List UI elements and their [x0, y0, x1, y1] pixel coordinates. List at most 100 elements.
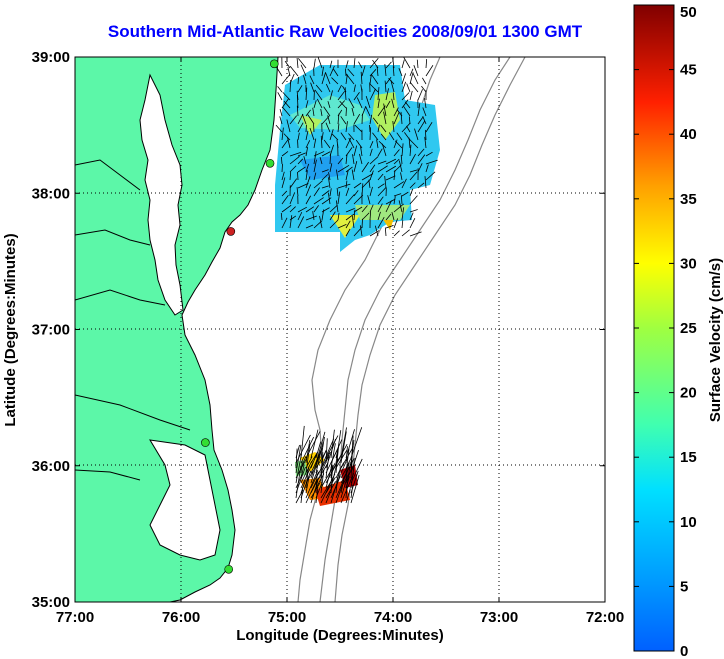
- velocity-arrow: [281, 127, 284, 141]
- velocity-arrow: [289, 192, 296, 205]
- velocity-arrow: [329, 65, 335, 77]
- velocity-arrow: [305, 440, 311, 464]
- velocity-arrow: [385, 213, 392, 221]
- velocity-arrow: [317, 57, 323, 69]
- velocity-arrow: [330, 429, 335, 459]
- velocity-arrow: [383, 111, 387, 125]
- velocity-arrow: [331, 77, 339, 85]
- velocity-arrow: [354, 124, 363, 133]
- velocity-arrow: [417, 182, 425, 189]
- velocity-arrow: [377, 87, 380, 101]
- velocity-arrow: [377, 98, 380, 109]
- velocity-arrow: [289, 178, 298, 189]
- velocity-arrow: [313, 187, 320, 197]
- velocity-arrow: [321, 209, 325, 221]
- velocity-arrow: [327, 101, 331, 109]
- velocity-arrow: [345, 68, 347, 77]
- velocity-arrow: [345, 187, 350, 197]
- velocity-arrow: [337, 164, 350, 173]
- velocity-arrow: [398, 68, 403, 77]
- velocity-arrow: [409, 209, 418, 213]
- velocity-arrow: [289, 151, 302, 157]
- velocity-arrow: [417, 103, 421, 117]
- velocity-arrow: [296, 57, 299, 69]
- velocity-arrow: [305, 163, 310, 173]
- velocity-arrow: [393, 170, 396, 181]
- velocity-arrow: [400, 172, 403, 181]
- velocity-arrow: [297, 122, 304, 133]
- velocity-arrow: [312, 107, 315, 117]
- velocity-arrow: [345, 73, 355, 85]
- velocity-arrow: [345, 208, 355, 213]
- velocity-arrow: [409, 212, 414, 221]
- velocity-arrow: [315, 84, 323, 93]
- velocity-arrow: [305, 109, 311, 117]
- velocity-arrow: [388, 132, 395, 141]
- velocity-arrow: [281, 217, 288, 229]
- velocity-arrow: [350, 427, 363, 459]
- velocity-arrow: [425, 159, 438, 165]
- y-axis-label: Latitude (Degrees:Minutes): [2, 233, 19, 426]
- velocity-arrow: [330, 443, 336, 469]
- velocity-arrow: [300, 486, 304, 504]
- velocity-arrow: [425, 171, 436, 181]
- velocity-arrow: [345, 228, 351, 237]
- velocity-arrow: [300, 436, 315, 464]
- y-tick-label: 35:00: [32, 594, 70, 611]
- velocity-arrow: [401, 191, 409, 197]
- velocity-arrow: [345, 446, 348, 464]
- velocity-arrow: [425, 59, 428, 69]
- velocity-arrow: [345, 213, 355, 221]
- velocity-arrow: [282, 107, 291, 117]
- velocity-arrow: [425, 65, 434, 77]
- velocity-arrow: [348, 133, 355, 141]
- map-title: Southern Mid-Atlantic Raw Velocities 200…: [107, 22, 583, 41]
- velocity-arrow: [345, 194, 355, 205]
- velocity-arrow: [305, 444, 311, 474]
- velocity-arrow: [401, 207, 405, 221]
- velocity-arrow: [409, 218, 416, 229]
- velocity-arrow: [328, 172, 331, 181]
- colorbar-tick-label: 30: [680, 255, 697, 272]
- velocity-arrow: [335, 487, 342, 504]
- velocity-arrow: [283, 133, 291, 141]
- colorbar-tick-label: 35: [680, 191, 697, 208]
- velocity-arrow: [353, 190, 359, 197]
- velocity-arrow: [310, 482, 321, 499]
- velocity-arrow: [320, 456, 329, 474]
- velocity-arrow: [309, 127, 315, 141]
- pamlico-sound: [149, 439, 221, 561]
- velocity-arrow: [377, 203, 383, 213]
- velocity-arrow: [400, 111, 403, 125]
- velocity-arrow: [281, 138, 289, 149]
- velocity-arrow: [406, 125, 411, 133]
- velocity-arrow: [424, 98, 427, 109]
- velocity-arrow: [400, 155, 403, 165]
- velocity-arrow: [310, 429, 319, 459]
- velocity-arrow: [320, 473, 336, 504]
- velocity-arrow: [361, 212, 370, 221]
- velocity-arrow: [385, 61, 392, 69]
- velocity-arrow: [384, 80, 387, 93]
- velocity-arrow: [289, 80, 292, 93]
- velocity-arrow: [392, 66, 395, 77]
- velocity-arrow: [287, 136, 291, 149]
- velocity-arrow: [409, 195, 418, 205]
- velocity-arrow: [365, 96, 371, 109]
- velocity-arrow: [340, 116, 347, 125]
- x-tick-label: 75:00: [268, 609, 306, 626]
- velocity-arrow: [398, 160, 403, 173]
- velocity-arrow: [279, 116, 283, 125]
- velocity-arrow: [417, 163, 423, 173]
- velocity-arrow: [305, 146, 309, 157]
- colorbar-label: Surface Velocity (cm/s): [707, 258, 724, 422]
- station-marker: [265, 158, 275, 168]
- velocity-arrow: [391, 211, 395, 221]
- velocity-arrow: [377, 165, 388, 173]
- velocity-arrow: [289, 65, 299, 77]
- velocity-arrow: [330, 483, 338, 504]
- velocity-arrow: [305, 100, 309, 109]
- velocity-arrow: [315, 451, 331, 479]
- velocity-arrow: [305, 130, 309, 141]
